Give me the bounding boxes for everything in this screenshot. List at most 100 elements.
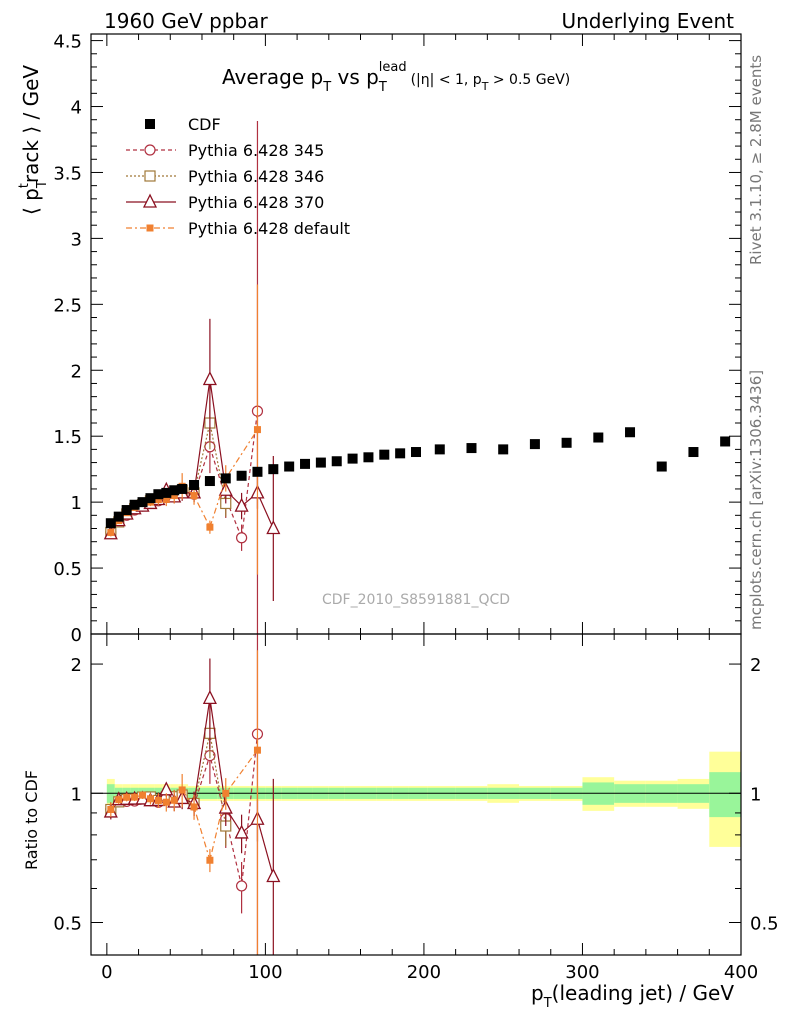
legend: CDF Pythia 6.428 345 Pythia 6.428 346 Pythi… (126, 115, 350, 238)
legend-marker (145, 119, 155, 129)
legend-label: CDF (188, 115, 221, 134)
legend-marker (146, 224, 154, 232)
ratio-y-axis-label: Ratio to CDF (22, 770, 41, 870)
data-point (161, 487, 172, 498)
ratio-point (162, 798, 170, 806)
series-line (110, 429, 258, 533)
legend-entry-1: Pythia 6.428 345 (126, 141, 324, 160)
header-left: 1960 GeV ppbar (104, 9, 268, 33)
ratio-point (170, 796, 178, 804)
chart-title: Average pT vs pTlead(|η| < 1, pT > 0.5 G… (222, 60, 570, 95)
ratio-point (253, 746, 261, 754)
y-tick-label: 1.5 (53, 427, 82, 448)
data-point (253, 426, 261, 434)
data-point (162, 495, 170, 503)
data-point (411, 447, 421, 458)
data-point (363, 452, 374, 463)
y-tick-label: 1 (71, 493, 82, 514)
y-tick-label: 2 (71, 361, 82, 382)
ratio-y-tick-label-right: 1 (750, 784, 761, 805)
data-point (266, 520, 281, 535)
data-point (688, 447, 699, 458)
data-point (189, 479, 200, 490)
ratio-point (154, 796, 162, 804)
legend-label: Pythia 6.428 default (188, 219, 350, 238)
data-point (529, 439, 540, 450)
x-tick-label: 200 (407, 962, 441, 983)
legend-entry-data: CDF (145, 115, 221, 134)
data-series (105, 427, 731, 529)
ratio-plot-area (91, 634, 741, 955)
ratio-y-tick-label: 2 (71, 655, 82, 676)
legend-marker (142, 193, 158, 208)
ratio-series-line (110, 733, 259, 887)
ratio-y-tick-label-right: 0.5 (750, 913, 779, 934)
y-tick-label: 2.5 (53, 295, 82, 316)
x-tick-label: 100 (248, 962, 282, 983)
ratio-point (236, 880, 248, 892)
ratio-point (206, 856, 214, 864)
ratio-point (178, 786, 186, 794)
data-point (268, 464, 279, 475)
ratio-point (115, 796, 123, 804)
data-point (107, 528, 115, 536)
data-point (177, 483, 188, 494)
data-point (202, 371, 217, 386)
series-line (110, 411, 259, 541)
ratio-y-tick-label-right: 2 (750, 655, 761, 676)
data-point (204, 476, 215, 487)
mcplots-label: mcplots.cern.ch [arXiv:1306.3436] (747, 370, 765, 630)
data-point (466, 443, 477, 454)
y-tick-label: 0 (71, 625, 82, 646)
data-point (720, 436, 731, 447)
ratio-point (202, 689, 217, 705)
ratio-point (190, 803, 198, 811)
data-point (234, 497, 249, 512)
legend-label: Pythia 6.428 345 (188, 141, 324, 160)
data-point (331, 456, 342, 467)
data-point (434, 444, 445, 455)
data-point (300, 458, 311, 469)
x-tick-label: 0 (101, 962, 112, 983)
main-plot-area (103, 121, 731, 634)
data-point (593, 432, 604, 443)
main-panel: 0 100 200 300 400 0 0.5 1 1.5 2 2.5 3 3.5 4 4.5 (53, 32, 758, 983)
ratio-series-4 (107, 650, 261, 955)
rivet-label: Rivet 3.1.10, ≥ 2.8M events (747, 55, 765, 265)
ratio-series-line (110, 733, 227, 827)
ratio-point (234, 824, 249, 839)
data-point (625, 427, 636, 438)
data-point (347, 453, 358, 464)
ratio-y-tick-label: 0.5 (53, 913, 82, 934)
x-tick-label: 300 (565, 962, 599, 983)
ratio-series-2 (105, 711, 232, 846)
data-point (395, 448, 406, 459)
y-axis-label: ⟨ pTtrack ⟩ / GeV (17, 65, 50, 215)
data-point (154, 495, 162, 503)
y-tick-label: 3 (71, 229, 82, 250)
x-tick-label: 400 (724, 962, 758, 983)
y-tick-label: 4 (71, 98, 82, 119)
ratio-point (139, 791, 147, 799)
data-point (170, 492, 178, 500)
series-4 (107, 284, 261, 575)
data-point (236, 470, 247, 481)
ratio-frame (90, 633, 742, 956)
ratio-point (131, 793, 139, 801)
data-point (206, 523, 214, 531)
header-right: Underlying Event (561, 9, 734, 33)
ratio-y-tick-label: 1 (71, 784, 82, 805)
data-point (220, 473, 231, 484)
ratio-panel: 0.5 0.5 1 1 2 2 (53, 633, 779, 956)
data-point (315, 457, 326, 468)
legend-entry-2: Pythia 6.428 346 (126, 167, 324, 186)
data-point (145, 493, 156, 504)
analysis-id: CDF_2010_S8591881_QCD (322, 592, 510, 608)
ratio-point (146, 795, 154, 803)
data-point (656, 461, 667, 472)
data-point (236, 532, 248, 544)
legend-label: Pythia 6.428 370 (188, 193, 324, 212)
ratio-point (222, 789, 230, 797)
ratio-point (266, 868, 281, 883)
